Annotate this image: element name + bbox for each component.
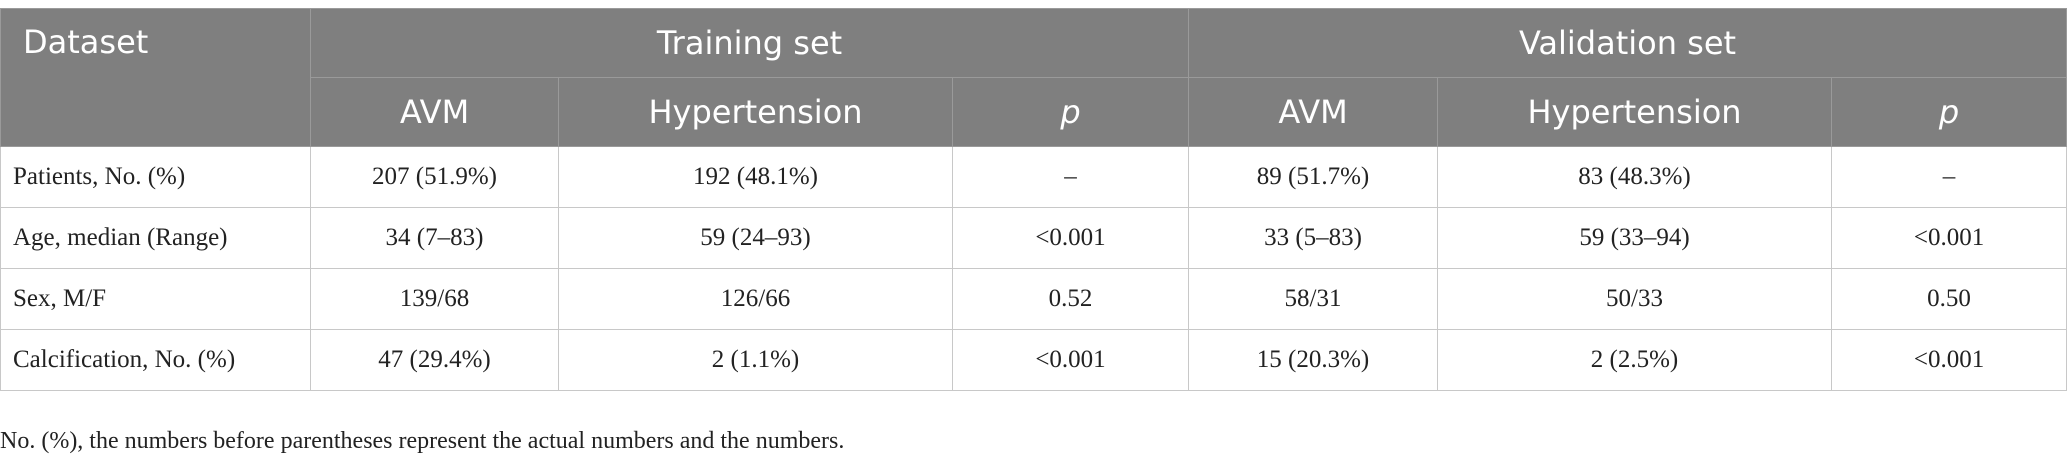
row-label: Patients, No. (%) (0, 146, 311, 208)
table-cell: 33 (5–83) (1188, 207, 1439, 269)
table-cell: 126/66 (558, 268, 953, 330)
header-cell: AVM (1188, 77, 1439, 147)
table-cell: 207 (51.9%) (310, 146, 559, 208)
table-cell: 0.50 (1831, 268, 2068, 330)
table-cell: 58/31 (1188, 268, 1439, 330)
table-row: Calcification, No. (%) 47 (29.4%) 2 (1.1%)… (0, 329, 2068, 391)
table-cell: 2 (2.5%) (1437, 329, 1833, 391)
table-cell: 2 (1.1%) (558, 329, 953, 391)
table-cell: <0.001 (951, 207, 1190, 269)
table-row: Sex, M/F 139/68 126/66 0.52 58/31 50/33 0.50 (0, 268, 2068, 330)
table-cell: <0.001 (951, 329, 1190, 391)
table-cell: – (1831, 146, 2068, 208)
table-cell: 50/33 (1437, 268, 1833, 330)
header-group: Training set (309, 8, 1190, 78)
table-cell: 15 (20.3%) (1188, 329, 1439, 391)
table-cell: 47 (29.4%) (310, 329, 559, 391)
table-cell: 83 (48.3%) (1437, 146, 1833, 208)
table-cell: <0.001 (1831, 207, 2068, 269)
header-cell: Hypertension (1437, 77, 1833, 147)
table-cell: 192 (48.1%) (558, 146, 953, 208)
row-label: Calcification, No. (%) (0, 329, 311, 391)
row-label: Age, median (Range) (0, 207, 311, 269)
footnote: No. (%), the numbers before parentheses … (0, 428, 845, 454)
table-cell: – (951, 146, 1190, 208)
table-cell: <0.001 (1831, 329, 2068, 391)
table-cell: 59 (24–93) (558, 207, 953, 269)
header-cell: p (951, 77, 1190, 147)
table-cell: 89 (51.7%) (1188, 146, 1439, 208)
header-cell: p (1831, 77, 2068, 147)
table-row: Age, median (Range) 34 (7–83) 59 (24–93) <0… (0, 207, 2068, 269)
table-body: Patients, No. (%) 207 (51.9%) 192 (48.1%) –… (0, 146, 2068, 391)
table-cell: 139/68 (310, 268, 559, 330)
row-label: Sex, M/F (0, 268, 311, 330)
table-cell: 59 (33–94) (1437, 207, 1833, 269)
header-cell: Hypertension (558, 77, 953, 147)
data-table: Dataset Training set Validation set AVM … (0, 8, 2068, 391)
header-group: Validation set (1188, 8, 2068, 78)
table-cell: 34 (7–83) (310, 207, 559, 269)
table-row: Patients, No. (%) 207 (51.9%) 192 (48.1%) –… (0, 146, 2068, 208)
header-cell: AVM (310, 77, 559, 147)
header-cell: Dataset (0, 8, 311, 147)
table-cell: 0.52 (951, 268, 1190, 330)
